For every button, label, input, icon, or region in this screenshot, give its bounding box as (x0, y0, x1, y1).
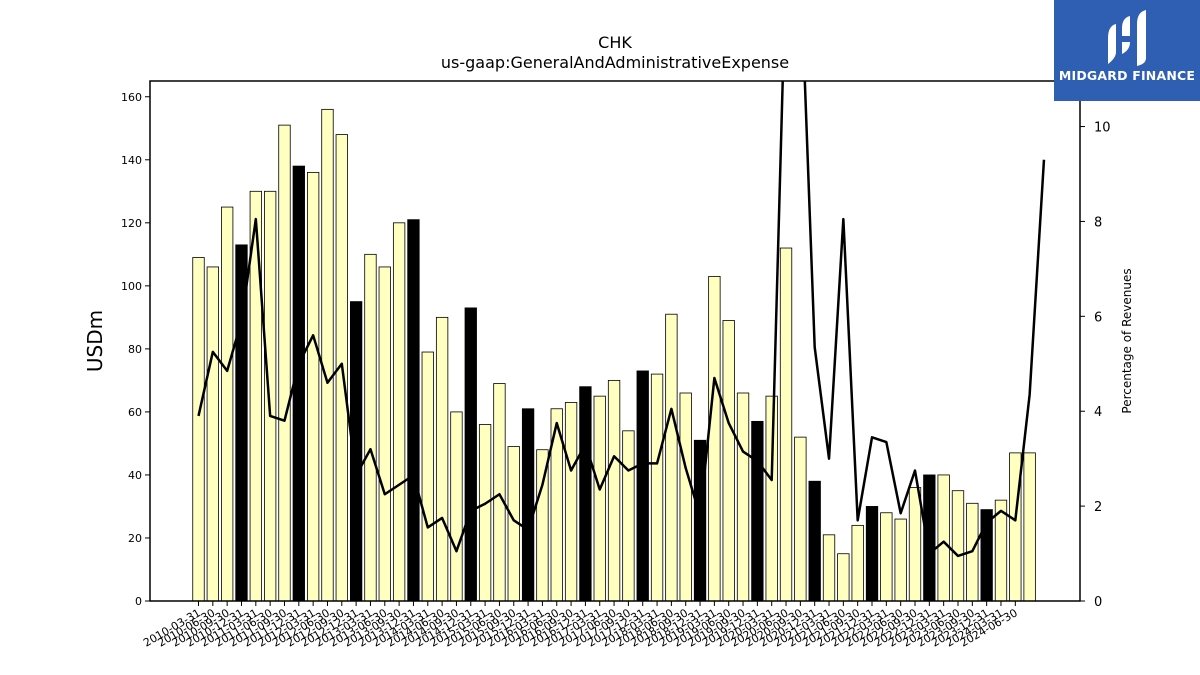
bar (808, 480, 821, 602)
bar (636, 370, 649, 602)
bar (837, 553, 850, 602)
bars (192, 108, 1036, 602)
y2-tick-label: 2 (1094, 500, 1102, 515)
bar (221, 206, 234, 602)
left-axis: 0 20 40 60 80 100 120 140 160 (121, 91, 150, 608)
y2-axis-label: Percentage of Revenues (1120, 268, 1134, 413)
plot-area (192, 81, 1046, 602)
x-axis: 2010-03-312010-06-302010-09-302010-12-31… (141, 601, 1020, 650)
logo-text: MIDGARD FINANCE (1058, 68, 1196, 83)
bar (736, 392, 750, 602)
bar (951, 490, 965, 602)
y-axis-label: USDm (83, 310, 107, 372)
bar (579, 386, 592, 602)
chart-title: CHK (598, 33, 632, 52)
y2-tick-label: 4 (1094, 405, 1102, 420)
bar (464, 307, 477, 602)
bar (794, 436, 807, 602)
bar (722, 320, 735, 602)
y-tick-label: 80 (128, 343, 142, 356)
bar (779, 247, 793, 602)
bar (450, 411, 463, 602)
bar (937, 474, 950, 602)
chart-subtitle: us-gaap:GeneralAndAdministrativeExpense (441, 53, 789, 72)
bar (822, 534, 836, 602)
bar (894, 518, 907, 602)
bar (192, 257, 205, 602)
y-tick-label: 40 (128, 469, 142, 482)
bar (521, 408, 535, 602)
bar (693, 439, 707, 602)
bar (263, 190, 277, 602)
y-tick-label: 60 (128, 406, 142, 419)
bar (751, 420, 764, 602)
bar (278, 124, 291, 602)
bar (622, 430, 635, 602)
bar (607, 379, 621, 602)
line-path (197, 81, 1046, 558)
bar (378, 266, 391, 602)
logo-mark-icon (1108, 10, 1146, 66)
bar (708, 275, 721, 602)
bar (421, 351, 434, 602)
bar (880, 512, 893, 602)
y2-tick-label: 6 (1094, 310, 1102, 325)
bar (765, 395, 778, 602)
bar (478, 424, 492, 602)
midgard-finance-logo: MIDGARD FINANCE (1054, 0, 1200, 101)
bar (650, 373, 664, 602)
bar (493, 383, 506, 602)
bar (206, 266, 219, 602)
bar (364, 253, 377, 602)
y2-tick-label: 8 (1094, 215, 1102, 230)
bar (306, 171, 320, 602)
right-axis: 0 2 4 6 8 10 (1080, 121, 1111, 610)
bar (564, 402, 578, 602)
y-tick-label: 140 (121, 154, 142, 167)
bar (593, 395, 606, 602)
plot-frame (149, 80, 1081, 602)
bar (435, 316, 449, 602)
bar (665, 313, 678, 602)
y-tick-label: 160 (121, 91, 142, 104)
bar (923, 474, 936, 602)
bar (392, 222, 406, 602)
y-tick-label: 100 (121, 280, 142, 293)
line-series (197, 81, 1046, 558)
bar (865, 506, 879, 602)
bar (679, 392, 692, 602)
bar (851, 524, 864, 602)
y-tick-label: 0 (135, 595, 142, 608)
bar (321, 108, 334, 602)
bar (908, 487, 922, 602)
bar (1023, 452, 1036, 602)
y-tick-label: 20 (128, 532, 142, 545)
y-tick-label: 120 (121, 217, 142, 230)
y2-tick-label: 10 (1094, 121, 1111, 136)
y2-tick-label: 0 (1094, 595, 1102, 610)
bar (407, 219, 420, 602)
